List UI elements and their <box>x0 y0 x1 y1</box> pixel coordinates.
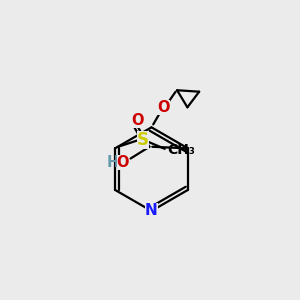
Text: O: O <box>117 155 129 170</box>
Text: O: O <box>131 113 143 128</box>
Text: H: H <box>107 155 119 170</box>
Text: CH₃: CH₃ <box>168 143 196 157</box>
Text: O: O <box>158 100 170 115</box>
Text: N: N <box>145 203 158 218</box>
Text: S: S <box>137 131 149 149</box>
